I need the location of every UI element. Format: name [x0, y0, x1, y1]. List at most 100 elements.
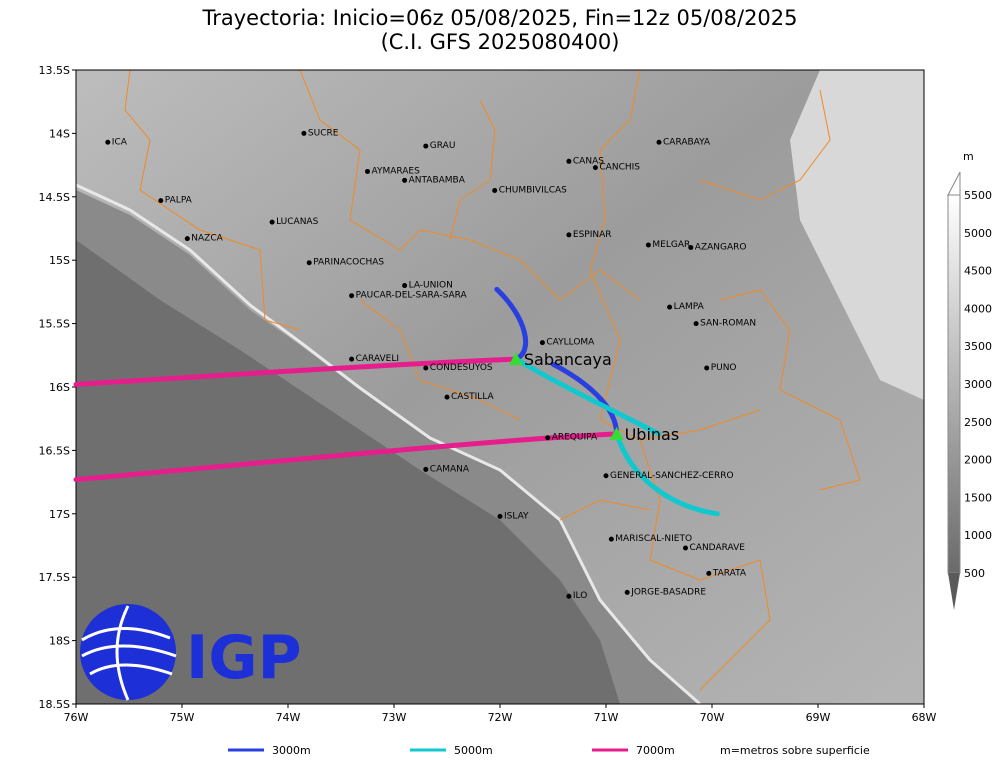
place-label: SAN-ROMAN: [700, 319, 756, 329]
place-dot: [566, 232, 572, 238]
place-dot: [444, 394, 450, 400]
place-label: LAMPA: [674, 302, 705, 312]
place-dot: [158, 198, 164, 204]
place-label: ICA: [112, 137, 128, 147]
trajectory-3000m: [494, 286, 529, 362]
x-tick-label: 69W: [806, 711, 831, 724]
place-dot: [645, 242, 651, 248]
place-label: ILO: [573, 591, 587, 601]
legend-note: m=metros sobre superficie: [720, 744, 870, 757]
volcano-triangle-icon: [609, 426, 624, 440]
colorbar-label: 3000: [964, 378, 992, 391]
y-tick-label: 18S: [49, 635, 70, 648]
y-tick-label: 17S: [49, 508, 70, 521]
place-dot: [592, 165, 598, 171]
place-label: LA-UNION: [409, 281, 453, 291]
place-dot: [704, 365, 710, 371]
y-tick-label: 18.5S: [39, 698, 70, 711]
place-dot: [349, 293, 355, 299]
place-dot: [492, 187, 498, 193]
place-dot: [365, 168, 370, 174]
colorbar-label: 2000: [964, 454, 992, 467]
legend-label: 3000m: [272, 744, 311, 757]
trajectory-5000m: [614, 431, 720, 517]
place-dot: [423, 466, 429, 472]
place-label: PALPA: [165, 196, 193, 206]
place-label: ISLAY: [504, 511, 529, 521]
place-dot: [706, 570, 712, 576]
colorbar-label: 5000: [964, 227, 992, 240]
place-dot: [688, 245, 694, 251]
volcano-triangle-icon: [508, 352, 523, 366]
place-dot: [603, 473, 609, 479]
place-label: CHUMBIVILCAS: [499, 185, 567, 195]
y-tick-label: 16.5S: [39, 444, 70, 457]
place-label: GRAU: [430, 141, 456, 151]
volcano-label: Sabancaya: [524, 350, 612, 369]
colorbar-label: 4000: [964, 302, 992, 315]
volcano-label: Ubinas: [625, 425, 680, 444]
axis-ticks: 13.5S 14S 14.5S 15S 15.5S 16S 16.5S 17S 17.5S 18S…: [39, 64, 937, 724]
colorbar-label: 1000: [964, 529, 992, 542]
y-tick-label: 16S: [49, 381, 70, 394]
trajectory-5000m: [513, 356, 662, 437]
place-label: AREQUIPA: [552, 433, 598, 443]
colorbar-label: 1500: [964, 491, 992, 504]
colorbar-unit: m: [963, 150, 974, 163]
place-label: CAYLLOMA: [546, 338, 595, 348]
place-dot: [402, 177, 408, 183]
igp-globe-icon: [80, 604, 176, 700]
colorbar-label: 2500: [964, 416, 992, 429]
y-tick-label: 17.5S: [39, 571, 70, 584]
volcano-markers: Sabancaya Ubinas: [508, 350, 680, 444]
x-tick-label: 72W: [488, 711, 513, 724]
terrain-layer: [76, 70, 924, 704]
legend-label: 7000m: [636, 744, 675, 757]
place-dot: [301, 130, 307, 136]
place-label: CARABAYA: [663, 137, 711, 147]
x-tick-label: 74W: [276, 711, 301, 724]
place-dot: [269, 219, 275, 225]
colorbar-label: 5500: [964, 189, 992, 202]
place-label: CAMANA: [430, 464, 470, 474]
x-tick-label: 76W: [64, 711, 89, 724]
place-label: PARINACOCHAS: [313, 258, 384, 268]
place-label: CANAS: [573, 156, 604, 166]
place-dot: [624, 589, 630, 595]
place-dot: [306, 260, 312, 266]
igp-logo-text: IGP: [186, 623, 302, 693]
place-label: AZANGARO: [695, 243, 747, 253]
place-dot: [608, 536, 614, 542]
place-label: AYMARAES: [372, 166, 421, 176]
place-dot: [667, 304, 673, 310]
place-label: MELGAR: [652, 240, 690, 250]
place-label: CONDESUYOS: [430, 363, 493, 373]
place-dot: [402, 283, 408, 289]
colorbar-label: 3500: [964, 340, 992, 353]
place-dot: [656, 139, 662, 145]
x-tick-label: 73W: [382, 711, 407, 724]
trajectory-3000m: [550, 361, 620, 437]
legend-label: 5000m: [454, 744, 493, 757]
place-label: ANTABAMBA: [409, 175, 466, 185]
place-label: TARATA: [712, 568, 747, 578]
place-label: PAUCAR-DEL-SARA-SARA: [356, 291, 468, 301]
place-label: CARAVELI: [356, 354, 399, 364]
map-title-line2: (C.I. GFS 2025080400): [380, 30, 620, 54]
y-tick-label: 15S: [49, 254, 70, 267]
colorbar: m 500 1000 1500 2000 2500 3000 3500 4000 4500 500…: [947, 150, 992, 610]
trajectory-layer: [73, 286, 720, 517]
place-label: PUNO: [711, 363, 737, 373]
place-label: GENERAL-SANCHEZ-CERRO: [610, 471, 734, 481]
place-dot: [184, 236, 190, 242]
place-label: NAZCA: [191, 234, 223, 244]
trajectory-7000m: [73, 356, 519, 387]
trajectory-7000m: [73, 431, 620, 483]
place-dot: [566, 593, 572, 599]
place-label: JORGE-BASADRE: [630, 587, 706, 597]
x-tick-label: 71W: [594, 711, 619, 724]
place-label: SUCRE: [308, 128, 339, 138]
place-label: CANCHIS: [599, 163, 640, 173]
